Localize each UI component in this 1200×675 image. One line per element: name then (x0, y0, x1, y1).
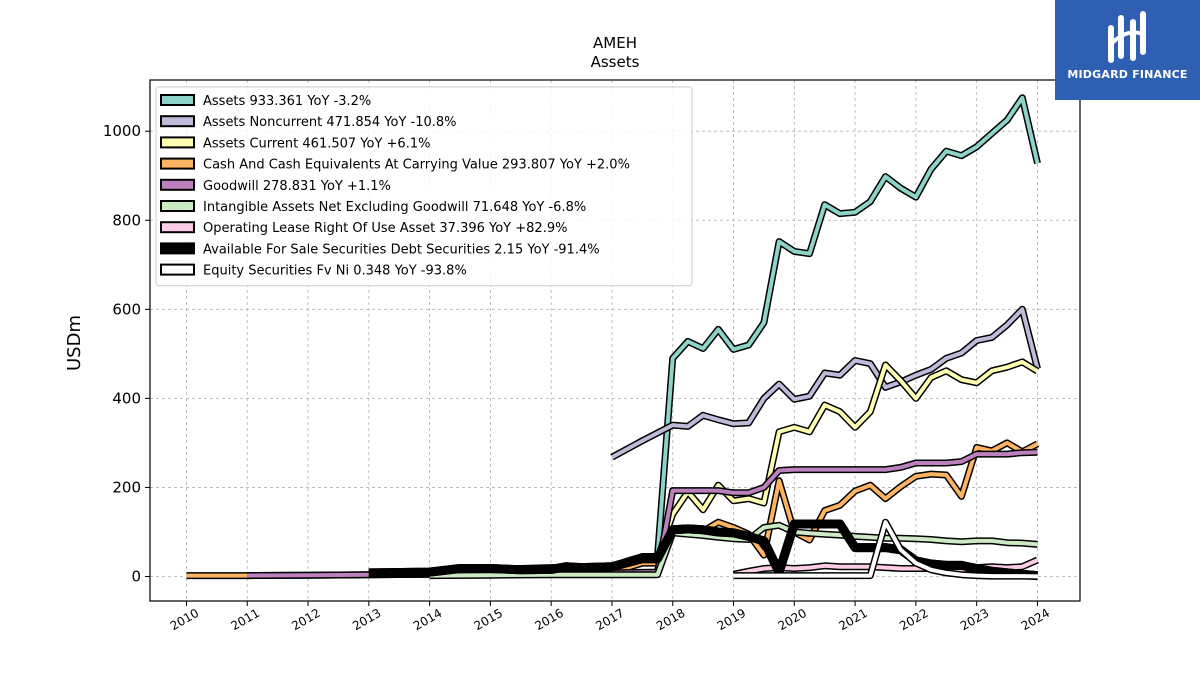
y-tick-label: 0 (131, 568, 141, 586)
series-stroke (611, 307, 1040, 459)
legend-entry: Cash And Cash Equivalents At Carrying Va… (203, 158, 630, 173)
chart-title: AMEH (593, 34, 637, 52)
y-axis-label: USDm (64, 315, 85, 371)
brand-mark-icon (1108, 11, 1146, 63)
legend-swatch (160, 115, 195, 128)
series-line-7 (368, 519, 1038, 581)
x-tick-label: 2016 (532, 606, 565, 633)
legend-swatch (160, 200, 195, 212)
x-tick-label: 2018 (654, 606, 687, 633)
series-line-8 (733, 518, 1038, 580)
series-lines (186, 94, 1041, 581)
x-tick-label: 2017 (593, 606, 626, 633)
series-line-1 (610, 305, 1041, 461)
x-tick-label: 2015 (472, 606, 505, 633)
x-tick-label: 2019 (715, 606, 748, 633)
legend-swatch (160, 221, 195, 234)
x-tick-label: 2014 (411, 606, 444, 633)
legend-entry: Intangible Assets Net Excluding Goodwill… (203, 200, 586, 215)
legend-swatch (160, 157, 195, 170)
legend-swatch (160, 242, 195, 255)
chart-subtitle: Assets (591, 53, 640, 71)
legend-entry: Assets Noncurrent 471.854 YoY -10.8% (203, 115, 457, 130)
legend-swatch (160, 94, 195, 106)
legend-swatch (160, 263, 195, 276)
legend-entry: Equity Securities Fv Ni 0.348 YoY -93.8% (203, 264, 467, 279)
x-tick-label: 2012 (289, 606, 322, 633)
y-tick-label: 600 (112, 300, 141, 318)
legend-entry: Assets Current 461.507 YoY +6.1% (203, 136, 430, 151)
legend-entry: Operating Lease Right Of Use Asset 37.39… (203, 221, 567, 236)
x-tick-label: 2021 (836, 606, 869, 633)
legend-entry: Available For Sale Securities Debt Secur… (203, 242, 600, 257)
brand-name: MIDGARD FINANCE (1067, 68, 1188, 81)
x-tick-label: 2022 (897, 606, 930, 633)
series-stroke (368, 519, 1038, 581)
legend-entry: Goodwill 278.831 YoY +1.1% (203, 179, 391, 194)
plot-frame (149, 79, 1081, 602)
legend-swatch (160, 178, 195, 191)
legend-entry: Assets 933.361 YoY -3.2% (203, 94, 371, 109)
y-tick-label: 1000 (103, 122, 141, 140)
x-tick-label: 2023 (958, 606, 991, 633)
series-stroke (733, 520, 1038, 579)
legend-box (155, 86, 693, 287)
y-tick-label: 400 (112, 389, 141, 407)
x-tick-label: 2020 (776, 606, 809, 633)
x-tick-label: 2010 (168, 606, 201, 633)
y-tick-label: 800 (112, 211, 141, 229)
brand-logo: MIDGARD FINANCE (1055, 0, 1200, 100)
y-tick-label: 200 (112, 478, 141, 496)
x-tick-label: 2013 (350, 606, 383, 633)
legend: Assets 933.361 YoY -3.2% Assets Noncurren… (155, 86, 693, 287)
x-tick-label: 2024 (1019, 606, 1052, 633)
legend-swatch (160, 136, 195, 149)
x-tick-label: 2011 (229, 606, 262, 633)
